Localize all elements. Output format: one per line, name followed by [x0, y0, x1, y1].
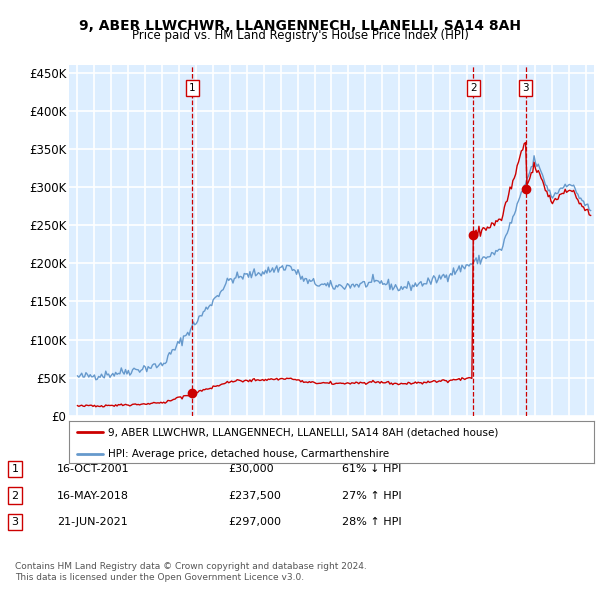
Text: £30,000: £30,000	[228, 464, 274, 474]
Text: 3: 3	[11, 517, 19, 527]
Text: 9, ABER LLWCHWR, LLANGENNECH, LLANELLI, SA14 8AH (detached house): 9, ABER LLWCHWR, LLANGENNECH, LLANELLI, …	[109, 427, 499, 437]
Text: 3: 3	[523, 83, 529, 93]
Text: 2: 2	[11, 491, 19, 500]
Text: HPI: Average price, detached house, Carmarthenshire: HPI: Average price, detached house, Carm…	[109, 449, 389, 459]
Text: 2: 2	[470, 83, 476, 93]
Text: 21-JUN-2021: 21-JUN-2021	[57, 517, 128, 527]
Text: 9, ABER LLWCHWR, LLANGENNECH, LLANELLI, SA14 8AH: 9, ABER LLWCHWR, LLANGENNECH, LLANELLI, …	[79, 19, 521, 33]
Text: 28% ↑ HPI: 28% ↑ HPI	[342, 517, 401, 527]
Text: This data is licensed under the Open Government Licence v3.0.: This data is licensed under the Open Gov…	[15, 572, 304, 582]
Text: £237,500: £237,500	[228, 491, 281, 500]
Text: 1: 1	[11, 464, 19, 474]
Text: 16-MAY-2018: 16-MAY-2018	[57, 491, 129, 500]
Text: £297,000: £297,000	[228, 517, 281, 527]
Text: 16-OCT-2001: 16-OCT-2001	[57, 464, 130, 474]
Text: 27% ↑ HPI: 27% ↑ HPI	[342, 491, 401, 500]
Text: Contains HM Land Registry data © Crown copyright and database right 2024.: Contains HM Land Registry data © Crown c…	[15, 562, 367, 571]
Text: Price paid vs. HM Land Registry's House Price Index (HPI): Price paid vs. HM Land Registry's House …	[131, 30, 469, 42]
Text: 61% ↓ HPI: 61% ↓ HPI	[342, 464, 401, 474]
Text: 1: 1	[189, 83, 196, 93]
